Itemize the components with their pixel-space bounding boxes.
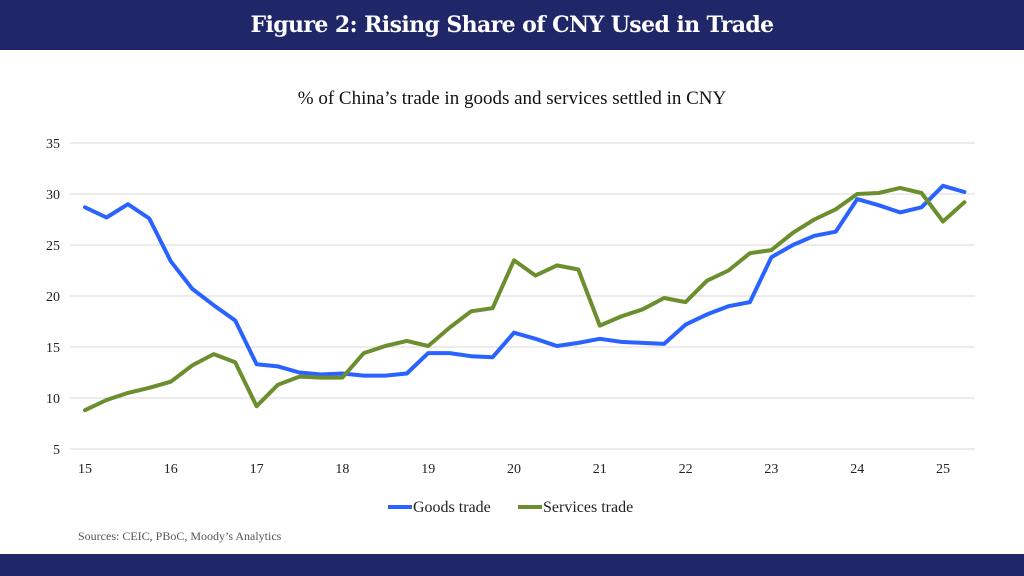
gridlines	[70, 142, 975, 450]
sources-note: Sources: CEIC, PBoC, Moody’s Analytics	[78, 529, 282, 543]
x-tick-label: 17	[250, 462, 264, 477]
x-tick-label: 19	[421, 462, 435, 477]
figure-title: Figure 2: Rising Share of CNY Used in Tr…	[250, 12, 774, 38]
x-tick-label: 16	[164, 462, 178, 477]
legend-label: Goods trade	[413, 499, 491, 516]
y-tick-label: 5	[53, 443, 60, 458]
x-tick-label: 21	[593, 462, 607, 477]
x-tick-label: 20	[507, 462, 521, 477]
footer-bar	[0, 554, 1024, 576]
y-tick-label: 30	[46, 188, 60, 203]
legend: Goods trade Services trade	[388, 499, 633, 516]
x-tick-label: 25	[936, 462, 950, 477]
x-axis-ticks: 15 16 17 18 19 20 21 22 23 24 25	[78, 462, 950, 477]
series-line-services-trade	[83, 185, 967, 413]
x-tick-label: 22	[679, 462, 693, 477]
x-tick-label: 18	[335, 462, 349, 477]
header-bar: Figure 2: Rising Share of CNY Used in Tr…	[0, 0, 1024, 50]
y-tick-label: 15	[46, 341, 60, 356]
series-line-goods-trade	[83, 183, 967, 378]
y-tick-label: 20	[46, 290, 60, 305]
y-tick-label: 10	[46, 392, 60, 407]
chart-title: % of China’s trade in goods and services…	[297, 88, 727, 109]
legend-label: Services trade	[543, 499, 633, 516]
y-tick-label: 35	[46, 137, 60, 152]
x-tick-label: 15	[78, 462, 92, 477]
series-lines	[83, 183, 967, 413]
x-tick-label: 24	[850, 462, 864, 477]
y-axis-ticks: 5 10 15 20 25 30 35	[46, 137, 60, 458]
y-tick-label: 25	[46, 239, 60, 254]
x-tick-label: 23	[764, 462, 778, 477]
